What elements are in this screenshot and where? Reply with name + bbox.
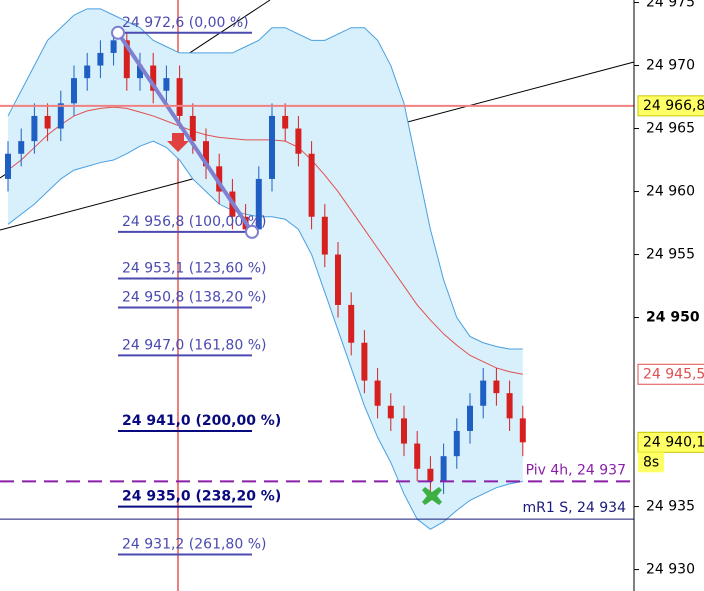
y-tick-label: 24 965 [646,121,695,137]
y-tick-label: 24 960 [646,184,695,200]
bands [7,8,523,530]
candle-body [493,380,500,394]
fib-label: 24 941,0 (200,00 %) [122,413,281,429]
band-fill [8,8,523,530]
candle-body [335,254,341,305]
sell-arrow [167,133,189,152]
candle-body [480,380,487,406]
candle-body [18,141,25,154]
candle-body [189,115,196,142]
fib-label: 24 956,8 (100,00 %) [122,214,266,230]
y-tick-label: 24 975 [646,0,695,11]
candle-body [282,115,289,129]
candle-body [453,430,460,457]
overlays: 24 972,6 (0,00 %) 24 956,8 (100,00 %) 24 9… [0,15,634,556]
fib-label: 24 931,2 (261,80 %) [122,536,266,552]
candle-body [5,153,11,179]
price-marker-label: 24 940,1 [643,434,704,450]
candle-body [110,40,117,53]
axis: 24 975 24 970 24 965 24 960 24 955 24 950 24 9… [634,0,704,578]
level-label: Piv 4h, 24 937 [526,462,626,478]
countdown-box [638,452,664,473]
candle-body [427,468,434,482]
level-label: mR1 S, 24 934 [523,500,627,516]
band-middle [7,106,523,375]
target-cross [422,487,442,505]
candle-body [84,65,91,79]
price-marker [637,95,704,117]
candle-body [374,380,381,406]
candle-body [44,115,51,129]
candle-body [31,115,38,142]
candle-body [348,304,355,343]
candle-body [321,216,328,255]
candle-body [440,456,447,482]
candle-body [123,40,130,79]
candle-body [308,153,315,217]
candle-body [71,78,77,104]
candle-body [150,65,157,91]
y-tick-label: 24 970 [646,58,695,74]
price-marker [637,363,704,385]
candle-body [401,418,407,444]
y-tick-label: 24 935 [646,499,695,515]
fib-label: 24 972,6 (0,00 %) [122,15,249,31]
candle-body [295,128,302,154]
y-tick-label: 24 930 [646,562,695,578]
fib-anchor [245,224,259,239]
price-marker-label: 24 966,8 [643,98,704,114]
fib-label: 24 950,8 (138,20 %) [122,289,266,305]
y-tick-label: 24 955 [646,247,695,263]
candle-body [203,141,209,167]
price-marker-label: 24 945,5 [643,366,704,382]
price-marker [637,431,704,453]
candle-body [163,78,170,91]
candle-body [255,178,262,230]
candle-body [467,405,473,431]
candles [5,32,526,494]
candle-body [57,103,64,129]
band-upper [7,8,523,350]
fib-connector [116,31,254,233]
candle-body [506,393,513,419]
fib-label: 24 947,0 (161,80 %) [122,337,266,353]
countdown: 8s [643,454,659,470]
y-tick-label: 24 950 [646,310,700,326]
candle-body [361,342,368,381]
candle-body [414,443,421,469]
candle-body [176,78,183,116]
fib-label: 24 935,0 (238,20 %) [122,489,281,505]
candle-body [387,405,394,419]
fib-label: 24 953,1 (123,60 %) [122,260,266,276]
candle-body [137,65,143,79]
candle-body [97,52,104,66]
band-lower [7,140,523,530]
candle-body [216,166,223,192]
candle-body [519,418,526,443]
fib-anchor [111,25,125,40]
candle-body [269,115,275,179]
